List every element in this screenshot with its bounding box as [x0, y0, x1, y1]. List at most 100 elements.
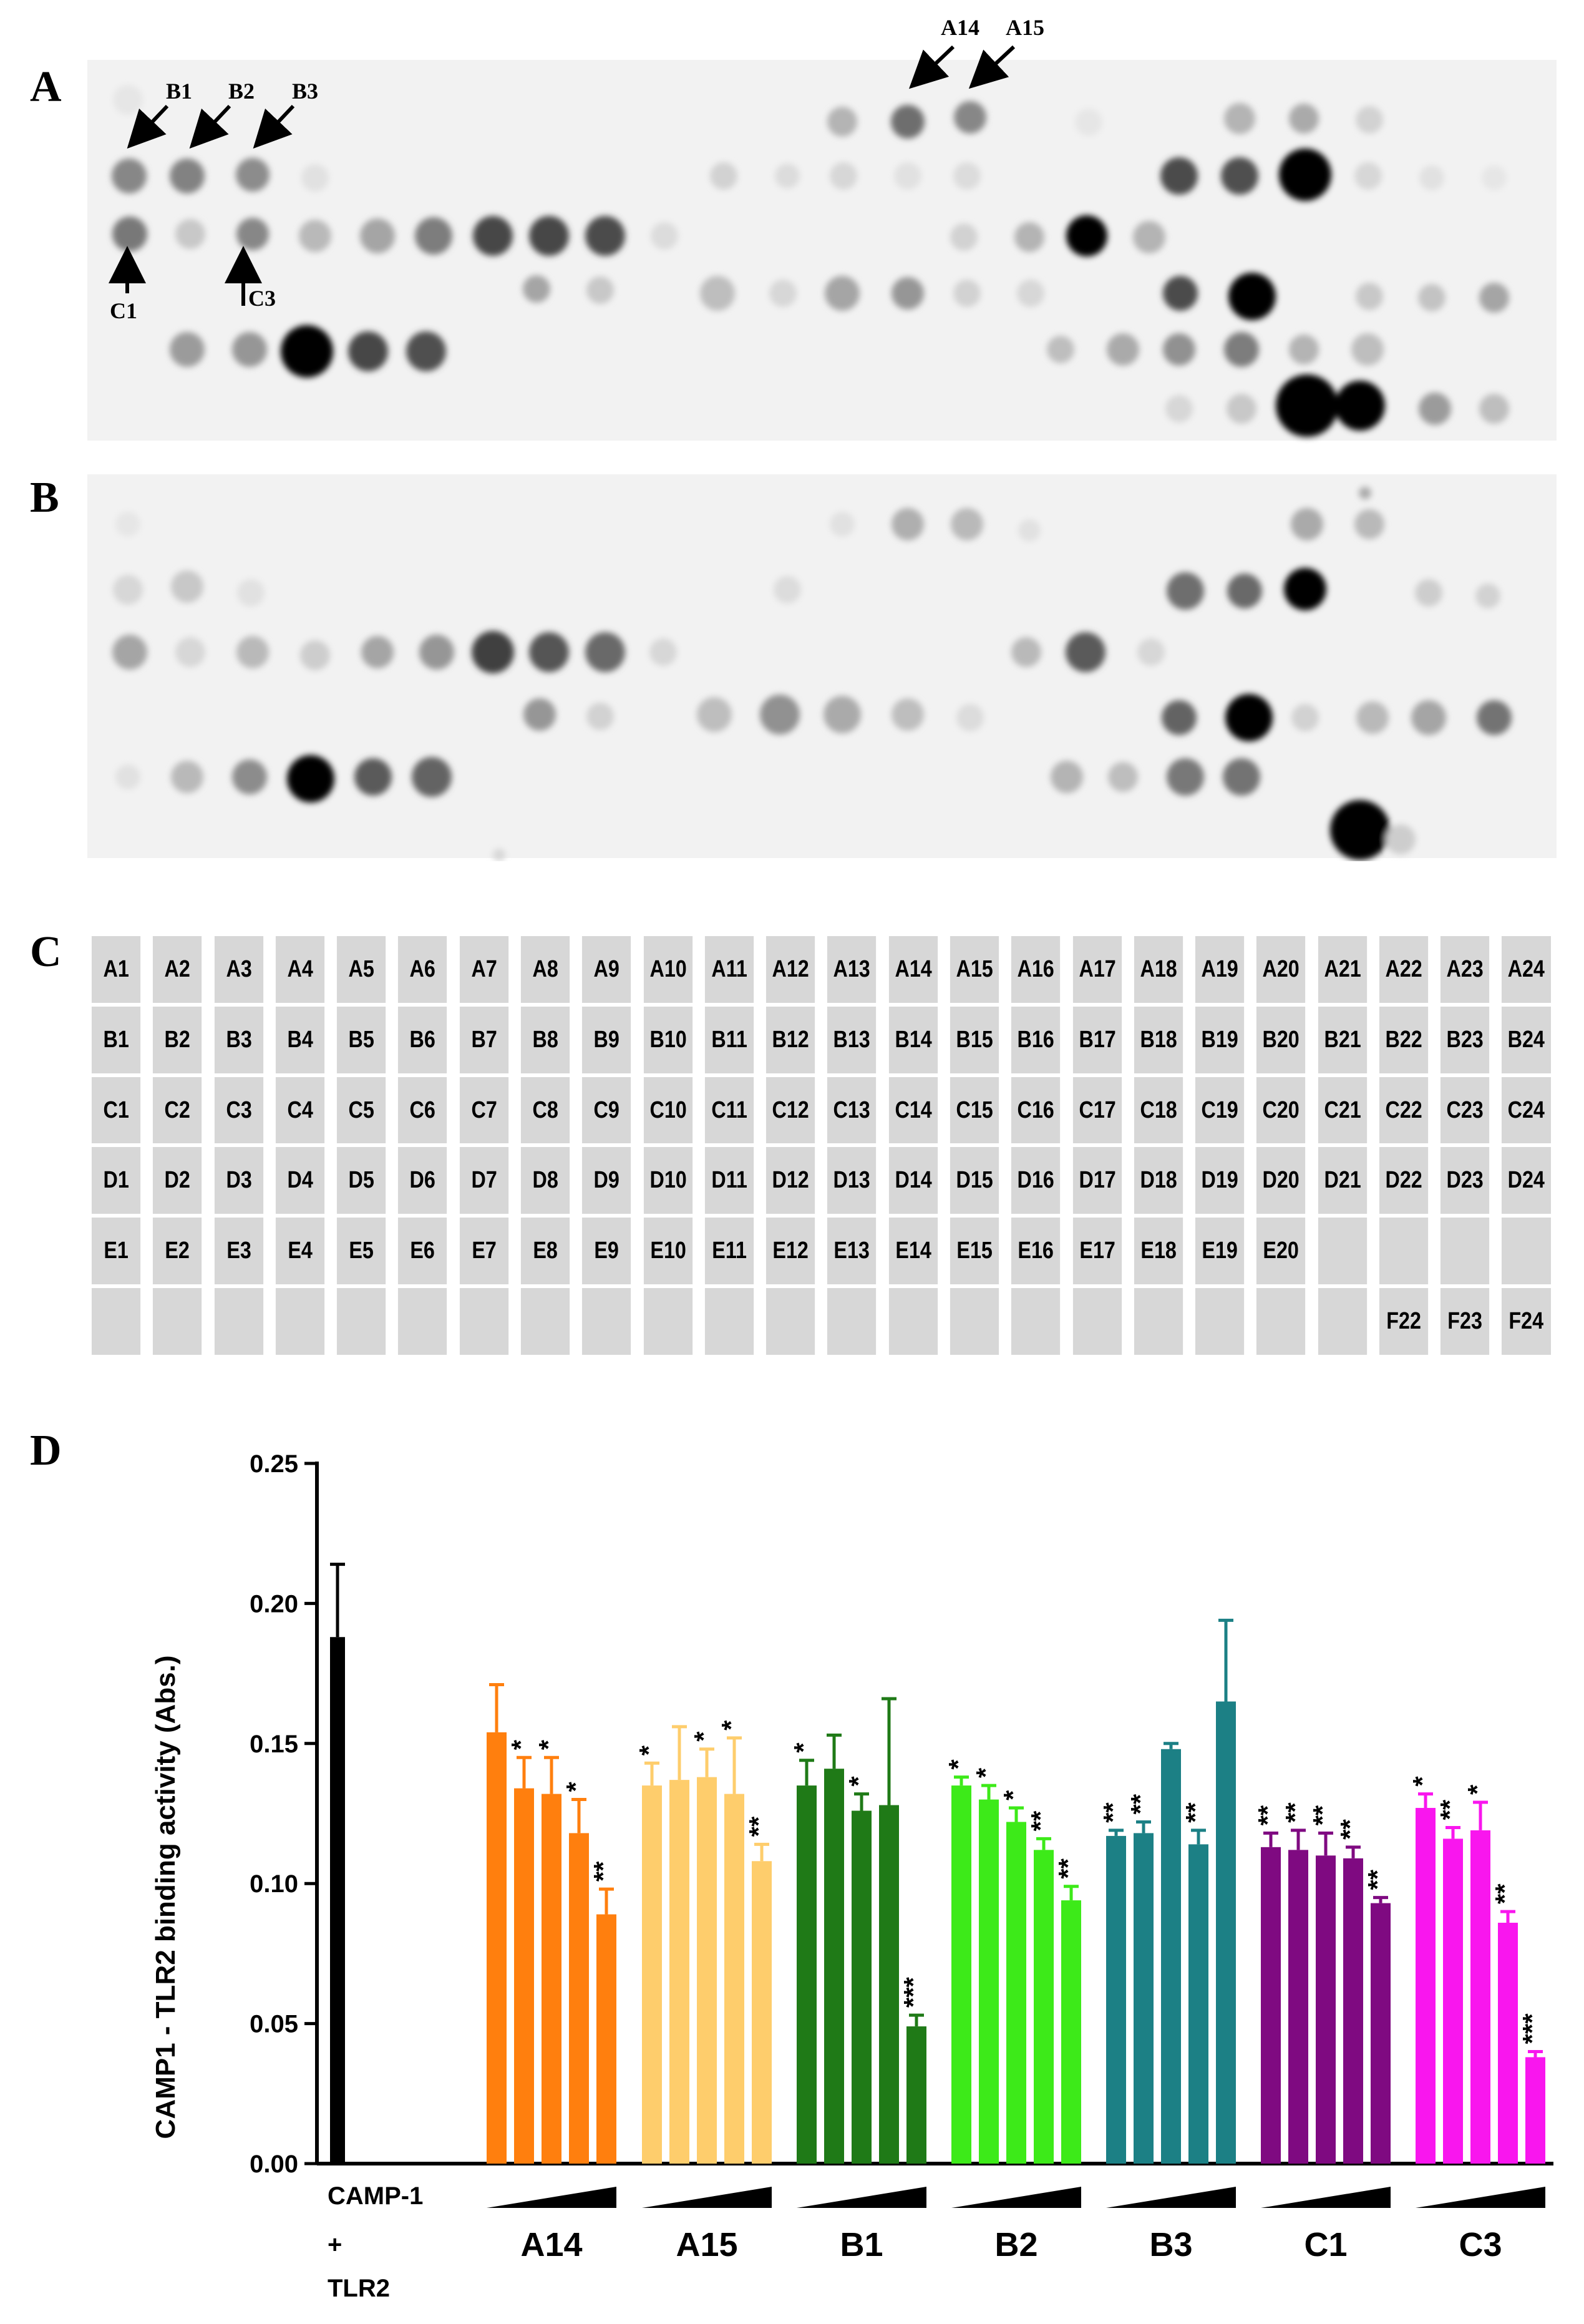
blot-spot: [1162, 700, 1197, 735]
blot-a: B1 B2 B3 A14 A15 C1 C3: [87, 15, 1557, 441]
blot-spot: [415, 217, 452, 255]
grid-cell: [582, 1288, 631, 1355]
grid-cell: F23: [1441, 1288, 1490, 1355]
blot-spot: [175, 219, 205, 249]
blot-spot: [1330, 800, 1390, 860]
grid-cell: D3: [214, 1147, 263, 1214]
grid-cell: A12: [766, 936, 815, 1003]
grid-cell: B19: [1195, 1006, 1245, 1073]
control-label: CAMP-1: [328, 2182, 423, 2210]
y-tick-label: 0.10: [250, 1870, 298, 1898]
blot-spot: [825, 276, 860, 311]
blot-spot: [419, 635, 454, 670]
blot-spot: [1075, 109, 1102, 136]
group-label: B1: [840, 2226, 883, 2263]
blot-spot: [775, 164, 800, 188]
blot-spot: [710, 162, 737, 190]
bar-b3: [1161, 1749, 1181, 2164]
grid-cell: B5: [337, 1006, 386, 1073]
grid-cell: B6: [398, 1006, 447, 1073]
grid-cell: [398, 1288, 447, 1355]
blot-spot: [529, 632, 569, 672]
grid-cell: E12: [766, 1218, 815, 1285]
blot-spot: [354, 758, 392, 796]
panel-letter-c: C: [30, 928, 62, 976]
blot-spot: [360, 218, 395, 253]
grid-cell: D20: [1256, 1147, 1306, 1214]
blot-spot: [1221, 157, 1258, 195]
grid-cell: B24: [1502, 1006, 1552, 1073]
blot-spot: [1137, 638, 1165, 666]
grid-cell: C8: [520, 1077, 570, 1144]
grid-cell: A1: [91, 936, 141, 1003]
grid-cell: E8: [520, 1218, 570, 1285]
label-a14: A14: [941, 15, 979, 40]
blot-spot: [113, 85, 143, 115]
bar-b2: [1034, 1850, 1054, 2164]
bar-c3: [1470, 1830, 1490, 2164]
grid-cell: E17: [1072, 1218, 1122, 1285]
grid-cell: A14: [888, 936, 938, 1003]
grid-cell: D24: [1502, 1147, 1552, 1214]
grid-cell: D2: [153, 1147, 202, 1214]
grid-row: D1 D2 D3 D4 D5 D6 D7 D8 D9 D10 D11 D12 D13 D14 D15 D16 D…: [87, 1147, 1555, 1214]
grid-cell: B21: [1318, 1006, 1367, 1073]
blot-spot: [112, 217, 147, 251]
blot-spot: [1356, 106, 1383, 134]
blot-spot: [237, 579, 265, 607]
blot-spot: [523, 275, 550, 303]
grid-cell: D8: [520, 1147, 570, 1214]
blot-spot: [700, 276, 735, 311]
blot-spot: [112, 635, 147, 670]
bar-c1: [1261, 1847, 1281, 2164]
control-bar: [330, 1637, 345, 2164]
significance-marker: **: [1253, 1805, 1282, 1825]
grid-cell: A24: [1502, 936, 1552, 1003]
grid-cell: A2: [153, 936, 202, 1003]
grid-cell: C23: [1441, 1077, 1490, 1144]
grid-cell: F24: [1502, 1288, 1552, 1355]
bar-b3: [1106, 1835, 1126, 2164]
bar-a15: [752, 1861, 772, 2164]
panel-letter-b: B: [30, 474, 59, 522]
grid-cell: E19: [1195, 1218, 1245, 1285]
grid-cell: B7: [459, 1006, 509, 1073]
blot-spot: [1386, 824, 1416, 854]
grid-cell: B18: [1134, 1006, 1183, 1073]
blot-spot: [760, 695, 800, 735]
grid-cell: C1: [91, 1077, 141, 1144]
blot-spot: [1289, 334, 1319, 364]
dose-wedge: [1261, 2187, 1391, 2208]
grid-cell: D4: [275, 1147, 325, 1214]
grid-cell: B12: [766, 1006, 815, 1073]
bar-a15: [724, 1794, 744, 2164]
grid-cell: D21: [1318, 1147, 1367, 1214]
grid-cell: B17: [1072, 1006, 1122, 1073]
grid-cell: D6: [398, 1147, 447, 1214]
grid-cell: E2: [153, 1218, 202, 1285]
y-tick-label: 0.20: [250, 1590, 298, 1618]
grid-cell: [1011, 1288, 1061, 1355]
grid-cell: B16: [1011, 1006, 1061, 1073]
bar-a14: [487, 1732, 507, 2164]
blot-spot: [954, 101, 986, 134]
significance-marker: *: [943, 1759, 973, 1770]
grid-cell: E3: [214, 1218, 263, 1285]
grid-cell: [766, 1288, 815, 1355]
arrow-a15: [968, 45, 1016, 89]
blot-spot: [1224, 103, 1255, 134]
blot-spot: [1415, 579, 1442, 607]
blot-spot: [1227, 574, 1262, 608]
blot-spot: [585, 632, 625, 672]
bar-b1: [879, 1805, 899, 2164]
grid-row: C1 C2 C3 C4 C5 C6 C7 C8 C9 C10 C11 C12 C13 C14 C15 C16 C…: [87, 1077, 1555, 1144]
grid-cell: D17: [1072, 1147, 1122, 1214]
bar-a14: [514, 1788, 534, 2164]
label-c3: C3: [248, 286, 276, 311]
grid-cell: D18: [1134, 1147, 1183, 1214]
grid-cell: C16: [1011, 1077, 1061, 1144]
blot-spot: [1228, 273, 1276, 320]
blot-spot: [113, 575, 143, 605]
grid-cell: B1: [91, 1006, 141, 1073]
bar-c3: [1443, 1838, 1463, 2164]
